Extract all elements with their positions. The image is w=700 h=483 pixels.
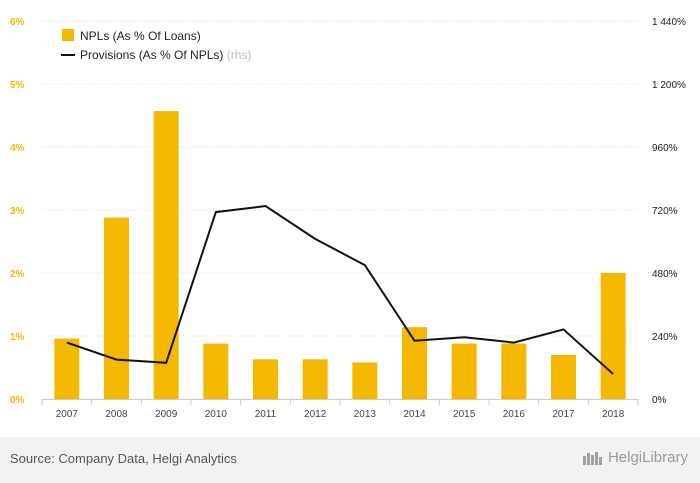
bar-npls — [451, 343, 477, 399]
x-axis: 2007 2008 2009 2010 2011 2012 2013 2014 2015 2016… — [41, 399, 639, 420]
left-tick-label: 6% — [10, 17, 25, 28]
bar-npls — [54, 338, 80, 399]
bar-npls — [153, 111, 179, 399]
right-tick-label: 1 440% — [652, 17, 686, 28]
left-tick-label: 4% — [10, 143, 25, 154]
legend-note-rhs: (rhs) — [227, 48, 252, 62]
source-text: Source: Company Data, Helgi Analytics — [10, 451, 237, 466]
bar-npls — [600, 273, 626, 399]
legend-label-npls: NPLs (As % Of Loans) — [80, 29, 201, 43]
left-tick-label: 2% — [10, 269, 25, 280]
right-tick-label: 960% — [652, 143, 678, 154]
legend-swatch-npls — [62, 29, 74, 41]
brand-name: HelgiLibrary — [607, 449, 688, 466]
legend: NPLs (As % Of Loans) Provisions (As % Of … — [61, 29, 251, 62]
bar-npls — [302, 359, 328, 399]
footer: Source: Company Data, Helgi Analytics He… — [0, 437, 700, 483]
bar-npls — [253, 359, 278, 399]
x-tick-label: 2018 — [602, 409, 625, 420]
x-tick-label: 2016 — [503, 409, 526, 420]
x-tick-label: 2007 — [56, 409, 79, 420]
left-axis-ticks: 0% 1% 2% 3% 4% 5% 6% — [10, 17, 25, 406]
x-tick-label: 2017 — [552, 409, 575, 420]
bar-series-npls — [54, 111, 626, 399]
bar-npls — [402, 327, 427, 399]
x-tick-label: 2008 — [105, 409, 128, 420]
grid-lines — [42, 20, 638, 400]
x-tick-label: 2009 — [155, 409, 178, 420]
line-provisions — [66, 205, 614, 375]
brand-logo: HelgiLibrary — [582, 449, 688, 466]
bar-npls — [104, 217, 129, 399]
x-tick-label: 2013 — [354, 409, 377, 420]
line-series-provisions — [66, 205, 614, 375]
right-tick-label: 0% — [652, 395, 667, 406]
x-tick-label: 2012 — [304, 409, 327, 420]
library-icon — [582, 451, 602, 465]
legend-label-provisions: Provisions (As % Of NPLs) (rhs) — [80, 48, 251, 62]
right-axis-ticks: 0% 240% 480% 720% 960% 1 200% 1 440% — [652, 17, 686, 406]
bar-npls — [551, 354, 576, 399]
left-tick-label: 1% — [10, 332, 25, 343]
x-tick-label: 2011 — [255, 409, 277, 420]
bar-npls — [501, 343, 527, 399]
chart-canvas: 0% 1% 2% 3% 4% 5% 6% 0% 240% 480% 720% 960% 1 200% 1… — [10, 17, 686, 420]
x-tick-label: 2014 — [403, 409, 426, 420]
x-tick-label: 2010 — [205, 409, 228, 420]
right-tick-label: 1 200% — [652, 80, 686, 91]
x-tick-label: 2015 — [453, 409, 476, 420]
right-tick-label: 240% — [652, 332, 678, 343]
bar-npls — [203, 343, 229, 399]
right-tick-label: 480% — [652, 269, 678, 280]
right-tick-label: 720% — [652, 206, 678, 217]
bar-npls — [352, 362, 378, 399]
left-tick-label: 3% — [10, 206, 25, 217]
left-tick-label: 0% — [10, 395, 25, 406]
left-tick-label: 5% — [10, 80, 25, 91]
